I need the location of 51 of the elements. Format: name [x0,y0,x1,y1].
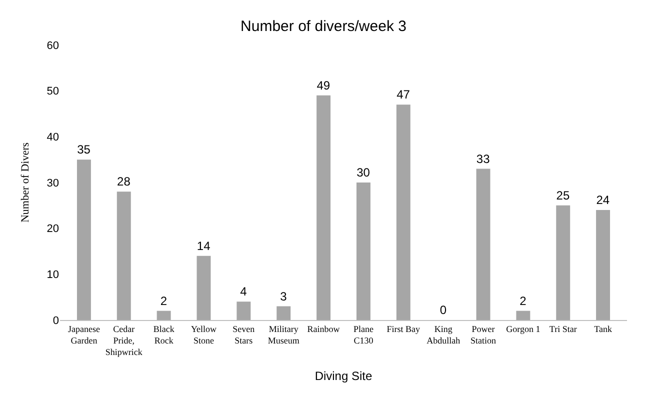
data-label: 2 [160,294,168,308]
data-label: 3 [280,289,288,304]
data-label: 35 [77,142,91,157]
x-tick-label: Gorgon 1 [506,324,540,334]
x-tick-label: Tri Star [549,324,577,334]
y-tick-label: 50 [46,86,59,98]
bar [76,160,91,320]
bar [356,182,370,320]
bar [396,104,410,320]
data-label: 24 [596,193,610,207]
x-tick-label: Rainbow [307,324,340,334]
x-tick-label: Tank [594,324,612,334]
bar [236,302,251,320]
x-tick-label: Military Museum [268,324,300,346]
x-tick-label: Japanese Garden [68,324,100,346]
x-tick-label: Power Station [470,324,496,346]
y-tick-label: 30 [46,177,59,190]
bar [156,310,171,320]
bar [116,192,131,320]
y-axis-title: Number of Divers [19,142,32,223]
x-tick-label: Black Rock [153,324,175,346]
y-tick-label: 10 [46,269,59,282]
x-tick-label: Seven Stars [232,324,256,346]
bar [476,168,490,320]
data-label: 4 [240,284,248,299]
data-label: 14 [196,238,211,253]
data-label: 33 [476,152,490,166]
bar [556,205,570,320]
data-label: 2 [520,294,527,308]
x-tick-label: First Bay [386,324,421,334]
bar [316,95,331,320]
bar [596,210,610,320]
x-tick-label: Plane C130 [353,324,374,346]
bar [196,256,211,320]
data-label: 47 [396,88,410,102]
y-tick-label: 20 [46,223,59,236]
data-label: 28 [117,174,131,189]
data-label: 25 [556,188,570,202]
x-tick-label: King Abdullah [426,324,461,346]
x-axis-title: Diving Site [314,369,373,384]
data-label: 30 [356,166,370,180]
y-tick-label: 60 [46,40,59,52]
y-tick-label: 0 [52,314,59,327]
bar [276,306,291,320]
y-tick-label: 40 [46,132,59,144]
data-label: 0 [440,303,447,317]
x-tick-label: Cedar Pride, Shipwrick [105,324,143,358]
bar [516,310,530,320]
x-tick-label: Yellow Stone [190,324,218,346]
data-label: 49 [316,78,330,92]
chart-title: Number of divers/week 3 [240,18,406,35]
